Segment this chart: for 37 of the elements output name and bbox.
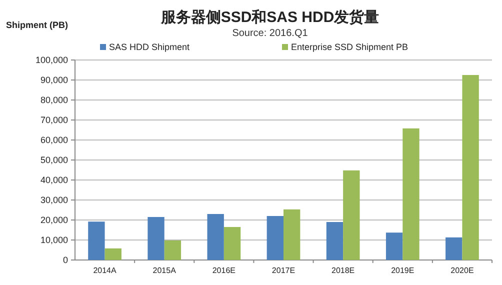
y-tick-label: 20,000 [40, 215, 68, 225]
bar [326, 222, 344, 260]
bar [164, 240, 182, 260]
legend-label: Enterprise SSD Shipment PB [291, 42, 408, 52]
bar [266, 216, 284, 260]
x-tick-label: 2015A [152, 266, 177, 275]
bar [104, 248, 122, 260]
x-tick-label: 2016E [212, 266, 236, 275]
x-tick-label: 2020E [450, 266, 474, 275]
y-tick-label: 100,000 [35, 55, 68, 65]
y-tick-label: 70,000 [40, 115, 68, 125]
legend-label: SAS HDD Shipment [109, 42, 190, 52]
bar [224, 227, 241, 260]
x-tick-label: 2017E [272, 266, 296, 275]
bar [148, 217, 164, 260]
y-tick-label: 40,000 [40, 175, 68, 185]
bar [386, 232, 403, 260]
y-tick-label: 60,000 [40, 135, 68, 145]
y-axis-title: Shipment (PB) [6, 20, 68, 30]
x-tick-label: 2018E [332, 266, 355, 275]
bar [402, 128, 420, 260]
bar [446, 237, 462, 260]
bar [284, 209, 300, 260]
bar [462, 75, 479, 260]
y-tick-label: 30,000 [40, 195, 68, 205]
y-tick-label: 50,000 [40, 155, 68, 165]
x-tick-label: 2019E [391, 266, 414, 275]
chart-subtitle: Source: 2016.Q1 [232, 28, 308, 39]
x-tick-label: 2014A [93, 266, 118, 275]
bar [207, 214, 224, 260]
y-tick-label: 0 [62, 255, 68, 265]
bar [343, 170, 360, 260]
y-tick-label: 80,000 [40, 95, 68, 105]
y-tick-label: 10,000 [40, 235, 68, 245]
bar [88, 222, 105, 260]
y-tick-label: 90,000 [40, 75, 68, 85]
chart-title: 服务器侧SSD和SAS HDD发货量 [160, 9, 380, 26]
